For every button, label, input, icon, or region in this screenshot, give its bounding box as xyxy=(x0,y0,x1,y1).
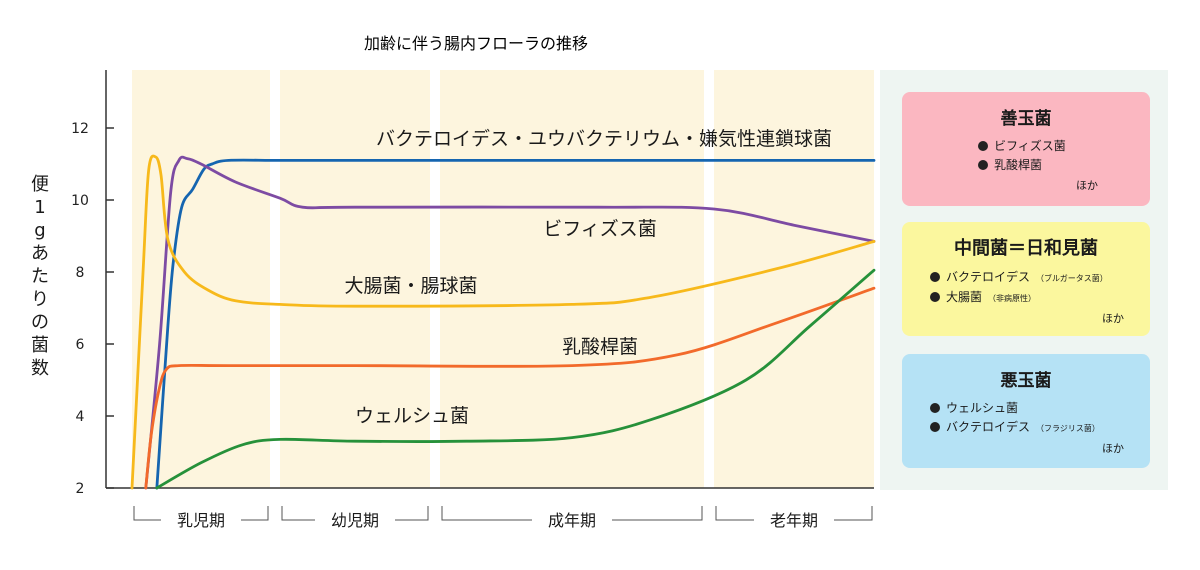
good-bacteria-title: 善玉菌 xyxy=(1000,109,1052,129)
legend-item-note: （非病原性） xyxy=(988,294,1037,303)
neutral-bacteria-box: 中間菌＝日和見菌 バクテロイデス （ブルガータス菌） 大腸菌 （非病原性） ほか xyxy=(902,222,1150,336)
neutral-bacteria-title: 中間菌＝日和見菌 xyxy=(954,238,1098,259)
series-line xyxy=(155,158,876,490)
bullet-icon xyxy=(978,160,988,170)
y-axis-label-char: g xyxy=(34,220,45,241)
legend-item-label: バクテロイデス xyxy=(946,270,1031,284)
y-axis-label-char: の xyxy=(31,312,49,333)
legend-others: ほか xyxy=(1076,179,1098,192)
phase-label: 幼児期 xyxy=(331,511,379,530)
phase-bracket xyxy=(241,506,269,521)
series-line xyxy=(155,268,876,490)
phase-band xyxy=(280,70,430,488)
series-label: バクテロイデス・ユウバクテリウム・嫌気性連鎖球菌 xyxy=(376,128,832,150)
legend-item-label: ウェルシュ菌 xyxy=(946,401,1019,415)
phase-bracket xyxy=(441,506,532,521)
series-line xyxy=(130,154,876,490)
legend-others: ほか xyxy=(1102,442,1124,455)
legend-panel: 善玉菌 ビフィズス菌 乳酸桿菌 ほか 中間菌＝日和見菌 バクテロイデス （ブルガー… xyxy=(880,70,1168,490)
phase-label: 老年期 xyxy=(770,511,818,530)
phase-bracket xyxy=(395,506,429,521)
series-line xyxy=(144,286,876,490)
phase-bracket xyxy=(612,506,703,521)
y-axis-label-char: 菌 xyxy=(31,335,49,356)
legend-item-label: ビフィズス菌 xyxy=(994,139,1066,153)
bullet-icon xyxy=(930,422,940,432)
y-axis-label-char: あ xyxy=(31,243,49,264)
legend-item-label: バクテロイデス xyxy=(946,420,1031,434)
good-bacteria-box: 善玉菌 ビフィズス菌 乳酸桿菌 ほか xyxy=(902,92,1150,206)
phase-label: 成年期 xyxy=(548,511,596,530)
phase-bracket xyxy=(834,506,873,521)
y-axis-label-char: た xyxy=(31,266,49,287)
y-tick-label: 2 xyxy=(76,481,85,497)
legend-item-note: （フラジリス菌） xyxy=(1036,424,1100,433)
y-tick-label: 10 xyxy=(71,193,89,209)
legend-item-label: 乳酸桿菌 xyxy=(994,158,1043,172)
phase-band xyxy=(440,70,704,488)
legend-item: バクテロイデス （フラジリス菌） xyxy=(930,418,1150,438)
phase-bracket xyxy=(281,506,315,521)
legend-item: 大腸菌 （非病原性） xyxy=(930,288,1150,308)
legend-item-note: （ブルガータス菌） xyxy=(1036,274,1108,283)
y-tick-label: 12 xyxy=(71,121,89,137)
bullet-icon xyxy=(930,403,940,413)
phase-label: 乳児期 xyxy=(177,511,225,530)
y-tick-label: 8 xyxy=(76,265,85,281)
y-tick-label: 4 xyxy=(76,409,85,425)
legend-item: ビフィズス菌 xyxy=(978,137,1150,156)
legend-item-label: 大腸菌 xyxy=(946,290,983,304)
bullet-icon xyxy=(930,272,940,282)
legend-item: 乳酸桿菌 xyxy=(978,156,1150,175)
chart-title: 加齢に伴う腸内フローラの推移 xyxy=(364,34,588,53)
y-axis-label-char: り xyxy=(31,289,49,310)
bad-bacteria-box: 悪玉菌 ウェルシュ菌 バクテロイデス （フラジリス菌） ほか xyxy=(902,354,1150,468)
series-label: ビフィズス菌 xyxy=(543,218,657,240)
y-tick-label: 6 xyxy=(76,337,85,353)
bullet-icon xyxy=(930,292,940,302)
series-label: 乳酸桿菌 xyxy=(562,336,638,358)
y-axis-label-char: 数 xyxy=(31,358,49,379)
series-line xyxy=(144,155,876,490)
phase-bracket xyxy=(715,506,754,521)
bullet-icon xyxy=(978,141,988,151)
series-label: 大腸菌・腸球菌 xyxy=(344,275,477,297)
legend-others: ほか xyxy=(1102,312,1124,325)
phase-bracket xyxy=(133,506,161,521)
bad-bacteria-title: 悪玉菌 xyxy=(1000,371,1052,391)
y-axis-label-char: 便 xyxy=(31,174,49,195)
legend-item: ウェルシュ菌 xyxy=(930,399,1150,418)
legend-item: バクテロイデス （ブルガータス菌） xyxy=(930,268,1150,288)
y-axis-label-char: 1 xyxy=(34,197,45,218)
series-label: ウェルシュ菌 xyxy=(355,405,469,427)
